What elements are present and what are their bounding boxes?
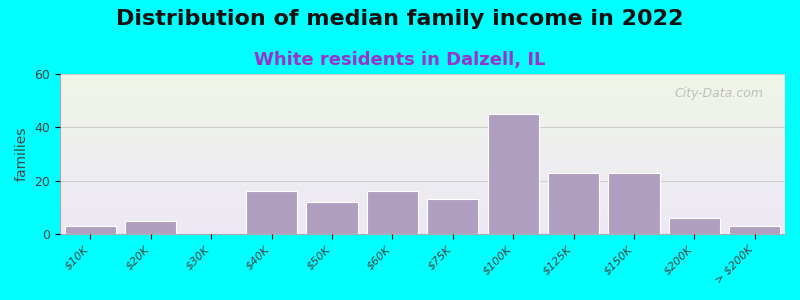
Bar — [487, 114, 539, 234]
Bar — [669, 218, 720, 234]
Bar — [306, 202, 358, 234]
Text: White residents in Dalzell, IL: White residents in Dalzell, IL — [254, 51, 546, 69]
Y-axis label: families: families — [15, 127, 29, 181]
Text: City-Data.com: City-Data.com — [674, 87, 763, 100]
Bar — [548, 172, 599, 234]
Bar — [729, 226, 781, 234]
Bar — [427, 199, 478, 234]
Bar — [487, 114, 539, 234]
Bar — [246, 191, 298, 234]
Bar — [366, 191, 418, 234]
Bar — [729, 226, 781, 234]
Bar — [669, 218, 720, 234]
Bar — [246, 191, 298, 234]
Bar — [608, 172, 660, 234]
Bar — [548, 172, 599, 234]
Bar — [306, 202, 358, 234]
Bar — [608, 172, 660, 234]
Bar — [65, 226, 116, 234]
Bar — [65, 226, 116, 234]
Bar — [427, 199, 478, 234]
Bar — [125, 220, 177, 234]
Bar — [366, 191, 418, 234]
Bar — [125, 220, 177, 234]
Text: Distribution of median family income in 2022: Distribution of median family income in … — [116, 9, 684, 29]
